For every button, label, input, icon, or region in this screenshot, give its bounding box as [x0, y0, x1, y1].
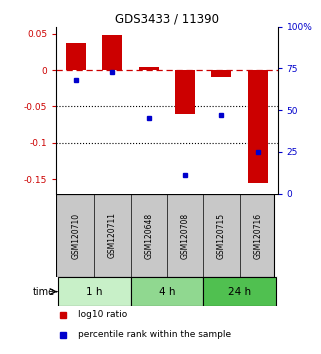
Bar [139, 67, 159, 70]
Bar [58, 277, 131, 306]
Bar [212, 70, 231, 78]
Text: GSM120708: GSM120708 [181, 212, 190, 258]
Text: GSM120710: GSM120710 [72, 212, 81, 258]
Text: percentile rank within the sample: percentile rank within the sample [78, 331, 231, 339]
Bar [248, 70, 268, 183]
Text: GSM120716: GSM120716 [253, 212, 262, 258]
Text: 1 h: 1 h [86, 287, 102, 297]
Bar [66, 42, 86, 70]
Text: GSM120715: GSM120715 [217, 212, 226, 258]
Text: GSM120711: GSM120711 [108, 212, 117, 258]
Title: GDS3433 / 11390: GDS3433 / 11390 [115, 12, 219, 25]
Text: log10 ratio: log10 ratio [78, 310, 127, 319]
Bar [175, 70, 195, 114]
Bar [131, 277, 203, 306]
Text: 24 h: 24 h [228, 287, 251, 297]
Text: 4 h: 4 h [159, 287, 175, 297]
Bar [102, 35, 122, 70]
Text: GSM120648: GSM120648 [144, 212, 153, 258]
Text: time: time [33, 287, 55, 297]
Bar [203, 277, 276, 306]
